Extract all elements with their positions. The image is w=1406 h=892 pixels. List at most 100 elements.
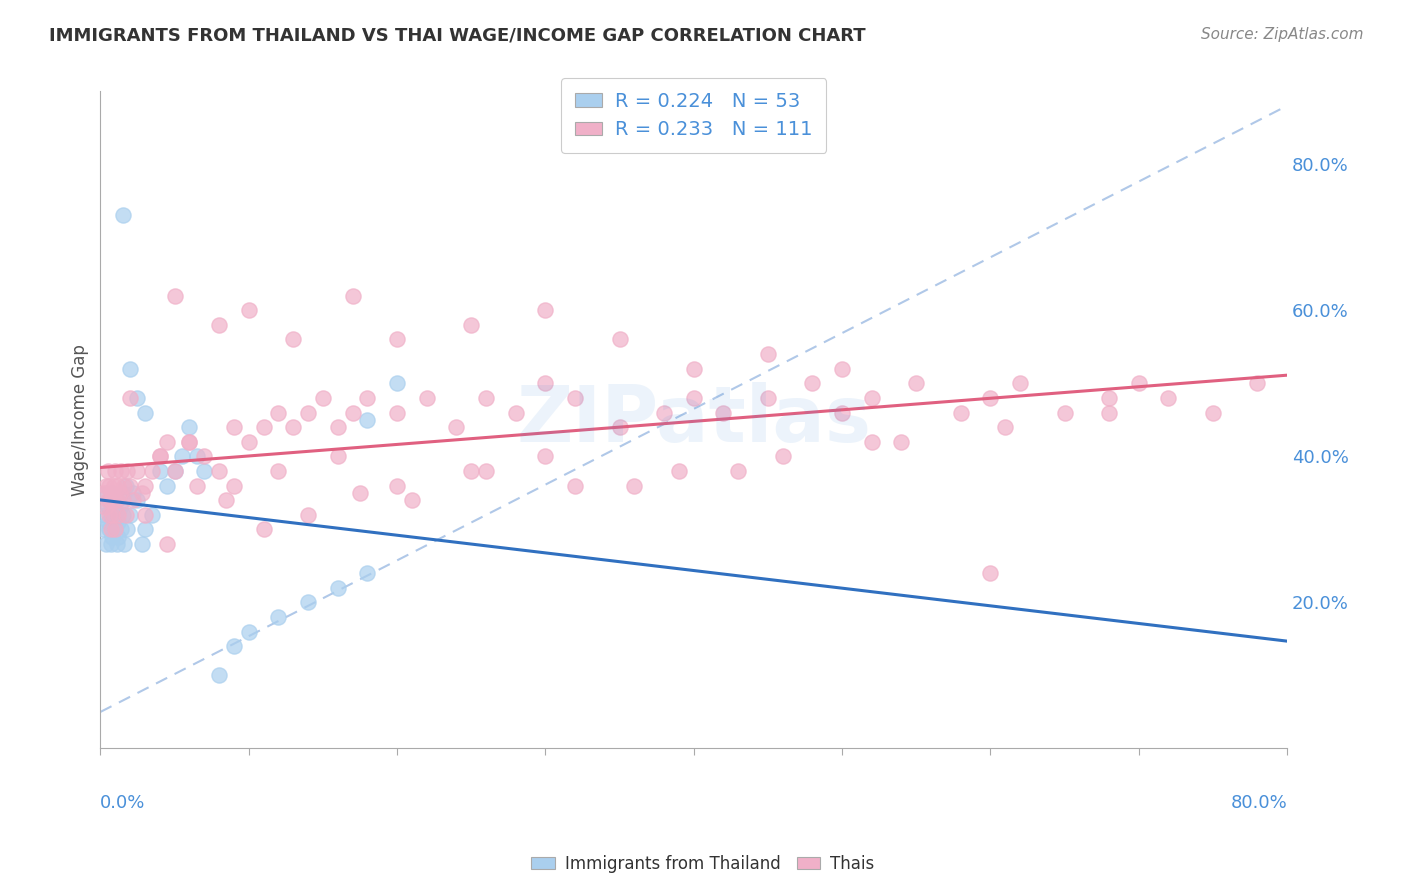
Point (186, 478, 208, 492)
Point (134, 405, 156, 419)
Point (108, 500, 131, 515)
Point (149, 450, 172, 464)
Point (141, 464, 163, 478)
Point (100, 537, 122, 551)
Point (134, 522, 156, 536)
Point (534, 303, 557, 318)
Point (475, 391, 498, 405)
Point (107, 508, 129, 522)
Point (96, 486, 118, 500)
Point (326, 420, 349, 434)
Point (668, 464, 690, 478)
Point (127, 391, 149, 405)
Point (1010, 376, 1032, 391)
Point (297, 595, 319, 609)
Text: ZIPatlas: ZIPatlas (516, 382, 872, 458)
Point (114, 478, 136, 492)
Point (134, 508, 156, 522)
Point (905, 376, 928, 391)
Point (994, 420, 1017, 434)
Point (149, 450, 172, 464)
Point (349, 486, 371, 500)
Point (623, 478, 645, 492)
Point (94, 508, 117, 522)
Point (115, 464, 138, 478)
Point (267, 405, 290, 419)
Point (283, 333, 305, 347)
Text: 0.0%: 0.0% (100, 795, 146, 813)
Point (801, 376, 824, 391)
Point (127, 464, 149, 478)
Point (446, 420, 468, 434)
Point (238, 434, 260, 449)
Point (238, 624, 260, 639)
Point (104, 508, 127, 522)
Point (179, 434, 201, 449)
Point (103, 515, 125, 529)
Point (127, 493, 149, 508)
Point (112, 478, 135, 492)
Point (112, 537, 135, 551)
Point (326, 581, 349, 595)
Point (222, 478, 245, 492)
Point (238, 303, 260, 318)
Point (97, 515, 120, 529)
Point (831, 361, 853, 376)
Point (475, 464, 498, 478)
Point (297, 508, 319, 522)
Point (97, 493, 120, 508)
Point (141, 508, 163, 522)
Point (94, 500, 117, 515)
Point (252, 420, 274, 434)
Point (1098, 405, 1121, 419)
Point (979, 391, 1001, 405)
Point (104, 522, 127, 536)
Point (756, 347, 779, 361)
Point (96, 478, 118, 492)
Point (115, 522, 138, 536)
Point (326, 450, 349, 464)
Point (1157, 391, 1180, 405)
Point (401, 493, 423, 508)
Point (111, 508, 134, 522)
Point (193, 464, 215, 478)
Point (104, 522, 127, 536)
Point (682, 361, 704, 376)
Point (534, 376, 557, 391)
Point (134, 478, 156, 492)
Point (156, 434, 179, 449)
Point (101, 508, 124, 522)
Point (105, 493, 128, 508)
Point (215, 493, 238, 508)
Point (163, 464, 186, 478)
Point (342, 288, 364, 302)
Point (860, 391, 883, 405)
Point (356, 391, 378, 405)
Point (97, 500, 120, 515)
Text: IMMIGRANTS FROM THAILAND VS THAI WAGE/INCOME GAP CORRELATION CHART: IMMIGRANTS FROM THAILAND VS THAI WAGE/IN… (49, 27, 866, 45)
Point (460, 464, 482, 478)
Point (163, 288, 186, 302)
Point (118, 391, 141, 405)
Point (267, 610, 290, 624)
Point (101, 530, 124, 544)
Point (208, 668, 231, 682)
Point (356, 413, 378, 427)
Legend: R = 0.224   N = 53, R = 0.233   N = 111: R = 0.224 N = 53, R = 0.233 N = 111 (561, 78, 827, 153)
Point (104, 464, 127, 478)
Point (100, 508, 122, 522)
Point (1128, 376, 1150, 391)
Point (756, 391, 779, 405)
Point (831, 405, 853, 419)
Text: Source: ZipAtlas.com: Source: ZipAtlas.com (1201, 27, 1364, 42)
Point (103, 500, 125, 515)
Point (110, 522, 132, 536)
Point (193, 450, 215, 464)
Legend: Immigrants from Thailand, Thais: Immigrants from Thailand, Thais (524, 848, 882, 880)
Point (267, 464, 290, 478)
Point (98, 478, 121, 492)
Point (727, 464, 749, 478)
Point (222, 420, 245, 434)
Point (149, 464, 172, 478)
Point (131, 486, 153, 500)
